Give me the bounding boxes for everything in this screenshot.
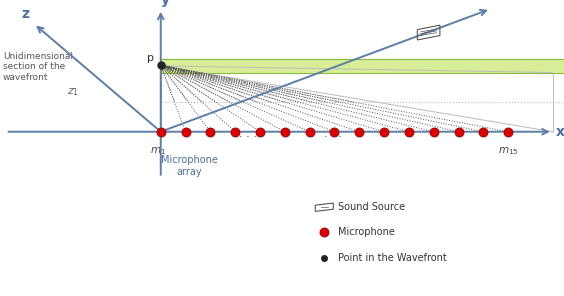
Text: $m_{15}$: $m_{15}$ [498, 145, 518, 157]
Text: Point in the Wavefront: Point in the Wavefront [338, 252, 447, 263]
Text: p: p [147, 53, 154, 63]
Text: $m_1$: $m_1$ [150, 145, 166, 157]
Bar [161, 59, 564, 73]
Text: z: z [21, 7, 29, 21]
Text: . . .: . . . [239, 129, 257, 139]
Text: Sound Source: Sound Source [338, 202, 406, 212]
Text: y: y [161, 0, 170, 7]
Text: Unidimensional
section of the
wavefront: Unidimensional section of the wavefront [3, 52, 73, 81]
Text: Microphone
array: Microphone array [161, 155, 217, 177]
Text: $z_1$: $z_1$ [67, 86, 80, 98]
Text: Microphone: Microphone [338, 227, 395, 237]
Text: x: x [556, 125, 564, 139]
Text: . . .: . . . [324, 129, 342, 139]
